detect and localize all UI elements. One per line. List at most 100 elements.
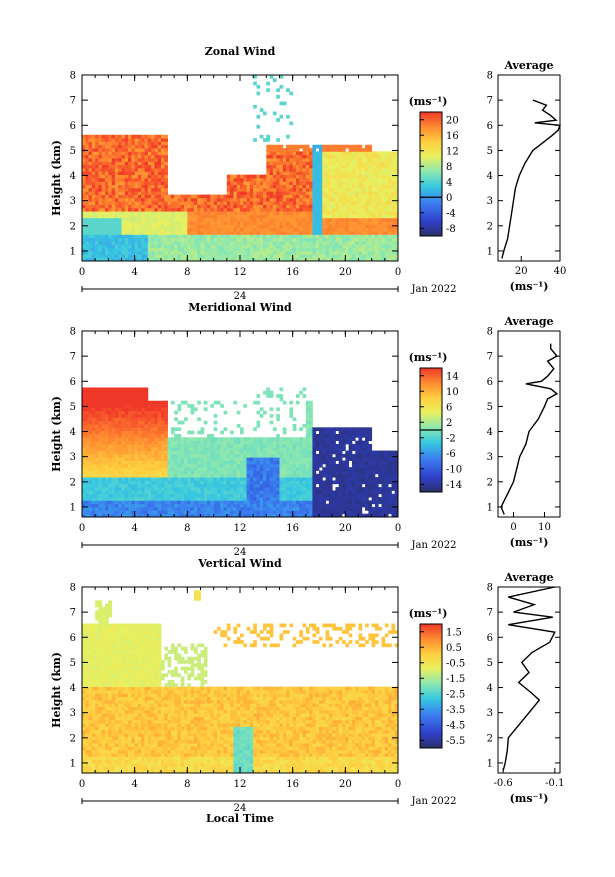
y-tick-label: 1 <box>70 246 76 257</box>
average-y-tick-label: 8 <box>487 583 493 594</box>
average-y-tick-label: 8 <box>487 327 493 338</box>
colorbar-tick-label: 12 <box>446 146 459 157</box>
average-y-tick-label: 3 <box>487 708 493 719</box>
panel-title: Zonal Wind <box>205 45 276 58</box>
x-tick-label: 8 <box>184 267 190 278</box>
colorbar-unit: (ms⁻¹) <box>409 351 448 364</box>
heatmap-field <box>82 75 398 261</box>
y-tick-label: 4 <box>70 427 76 438</box>
date-label: Jan 2022 <box>410 540 456 551</box>
average-y-tick-label: 2 <box>487 477 493 488</box>
x-tick-label: 0 <box>79 267 85 278</box>
average-x-tick-label: -0.1 <box>545 778 564 789</box>
colorbar-tick-label: -2 <box>446 433 456 444</box>
average-y-tick-label: 1 <box>487 246 493 257</box>
colorbar-tick-label: 14 <box>446 371 459 382</box>
y-tick-label: 6 <box>70 377 76 388</box>
average-y-tick-label: 2 <box>487 221 493 232</box>
colorbar-tick-label: -1.5 <box>446 674 465 685</box>
y-axis-label: Height (km) <box>50 652 63 728</box>
average-x-tick-label: 20 <box>515 266 528 277</box>
y-tick-label: 3 <box>70 196 76 207</box>
colorbar-tick-label: 0 <box>446 193 452 204</box>
average-frame <box>498 75 560 261</box>
average-y-tick-label: 3 <box>487 196 493 207</box>
average-y-tick-label: 5 <box>487 146 493 157</box>
y-tick-label: 3 <box>70 452 76 463</box>
heatmap-field <box>82 387 398 517</box>
y-tick-label: 7 <box>70 96 76 107</box>
colorbar-tick-label: -0.5 <box>446 658 465 669</box>
date-label: Jan 2022 <box>410 284 456 295</box>
average-y-tick-label: 6 <box>487 377 493 388</box>
x-tick-label: 12 <box>234 779 247 790</box>
x-tick-label: 20 <box>339 523 352 534</box>
y-tick-label: 5 <box>70 402 76 413</box>
average-y-tick-label: 4 <box>487 427 493 438</box>
average-x-label: (ms⁻¹) <box>510 792 549 805</box>
average-title: Average <box>503 59 553 72</box>
average-y-tick-label: 7 <box>487 608 493 619</box>
colorbar-tick-label: 2 <box>446 418 452 429</box>
y-tick-label: 4 <box>70 171 76 182</box>
y-tick-label: 1 <box>70 502 76 513</box>
average-x-tick-label: 0 <box>510 522 516 533</box>
average-profile-line <box>501 344 557 515</box>
colorbar-tick-label: -4.5 <box>446 720 465 731</box>
colorbar-tick-label: -2.5 <box>446 689 465 700</box>
average-y-tick-label: 3 <box>487 452 493 463</box>
colorbar-unit: (ms⁻¹) <box>409 607 448 620</box>
x-tick-label: 12 <box>234 267 247 278</box>
x-tick-label: 16 <box>286 267 299 278</box>
y-tick-label: 5 <box>70 146 76 157</box>
panel-title: Vertical Wind <box>197 557 282 570</box>
x-tick-label: 20 <box>339 267 352 278</box>
average-y-tick-label: 5 <box>487 658 493 669</box>
average-y-tick-label: 4 <box>487 171 493 182</box>
date-label: Jan 2022 <box>410 796 456 807</box>
average-x-tick-label: -0.6 <box>494 778 513 789</box>
average-title: Average <box>503 315 553 328</box>
x-tick-label: 8 <box>184 523 190 534</box>
colorbar-tick-label: 1.5 <box>446 627 462 638</box>
colorbar <box>420 624 442 748</box>
colorbar <box>420 112 442 236</box>
x-tick-label: 20 <box>339 779 352 790</box>
colorbar-tick-label: 0.5 <box>446 643 462 654</box>
y-tick-label: 8 <box>70 583 76 594</box>
average-y-tick-label: 6 <box>487 121 493 132</box>
average-x-tick-label: 40 <box>554 266 567 277</box>
x-tick-label: 4 <box>131 779 137 790</box>
y-tick-label: 3 <box>70 708 76 719</box>
x-tick-label: 4 <box>131 523 137 534</box>
average-y-tick-label: 7 <box>487 352 493 363</box>
colorbar-tick-label: 6 <box>446 402 452 413</box>
colorbar-tick-label: -8 <box>446 224 456 235</box>
y-tick-label: 6 <box>70 121 76 132</box>
x-tick-label: 12 <box>234 523 247 534</box>
y-tick-label: 2 <box>70 733 76 744</box>
average-y-tick-label: 8 <box>487 71 493 82</box>
y-tick-label: 6 <box>70 633 76 644</box>
y-axis-label: Height (km) <box>50 396 63 472</box>
colorbar-tick-label: -4 <box>446 208 456 219</box>
average-title: Average <box>503 571 553 584</box>
x-tick-label: 0 <box>79 779 85 790</box>
colorbar-tick-label: 16 <box>446 131 459 142</box>
colorbar-tick-label: -14 <box>446 480 462 491</box>
colorbar-tick-label: -6 <box>446 449 456 460</box>
x-tick-label: 16 <box>286 523 299 534</box>
colorbar-tick-label: -10 <box>446 464 462 475</box>
y-tick-label: 2 <box>70 221 76 232</box>
y-tick-label: 2 <box>70 477 76 488</box>
y-tick-label: 5 <box>70 658 76 669</box>
x-tick-label: 0 <box>79 523 85 534</box>
x-tick-label: 4 <box>131 267 137 278</box>
colorbar-tick-label: 8 <box>446 162 452 173</box>
